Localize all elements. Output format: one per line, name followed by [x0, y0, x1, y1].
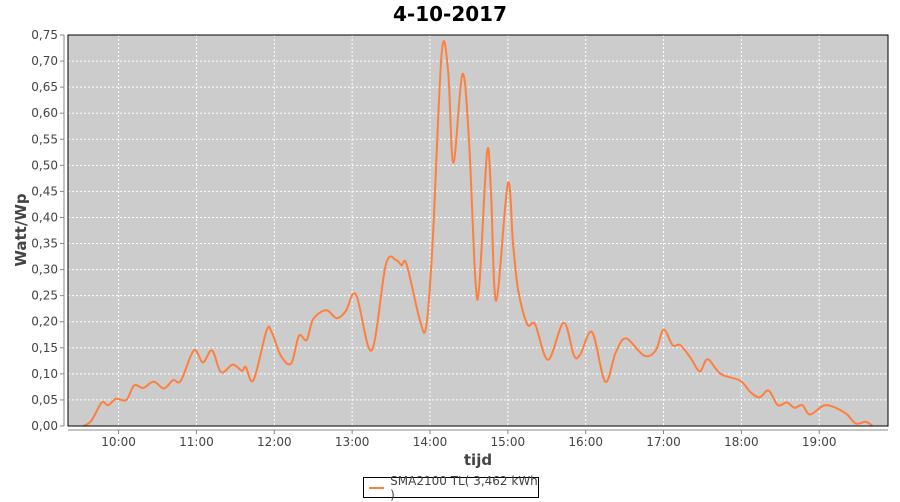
y-tick-label: 0,20 — [31, 315, 58, 329]
y-tick-label: 0,50 — [31, 158, 58, 172]
y-tick-label: 0,30 — [31, 263, 58, 277]
chart-title: 4-10-2017 — [393, 2, 507, 26]
x-tick-label: 12:00 — [257, 435, 292, 449]
y-tick-label: 0,35 — [31, 237, 58, 251]
gridlines — [68, 34, 888, 426]
x-tick-label: 15:00 — [491, 435, 526, 449]
x-axis: 10:00 11:00 12:00 13:00 14:00 15:00 16:00 17:00… — [68, 429, 888, 449]
series-line-sma2100 — [83, 40, 874, 427]
x-tick-label: 10:00 — [101, 435, 136, 449]
y-axis-label: Watt/Wp — [12, 193, 30, 266]
x-tick-label: 11:00 — [179, 435, 214, 449]
x-axis-label: tijd — [464, 451, 492, 469]
x-tick-label: 17:00 — [646, 435, 681, 449]
y-tick-label: 0,70 — [31, 54, 58, 68]
plot-border — [67, 34, 889, 427]
y-tick-label: 0,45 — [31, 184, 58, 198]
y-tick-label: 0,25 — [31, 289, 58, 303]
y-tick-label: 0,75 — [31, 28, 58, 42]
y-tick-label: 0,15 — [31, 341, 58, 355]
x-tick-label: 18:00 — [724, 435, 759, 449]
y-tick-label: 0,40 — [31, 210, 58, 224]
legend: SMA2100 TL( 3,462 kWh ) — [363, 474, 539, 502]
y-tick-label: 0,65 — [31, 80, 58, 94]
x-tick-label: 13:00 — [335, 435, 370, 449]
x-tick-label: 16:00 — [568, 435, 603, 449]
y-tick-label: 0,10 — [31, 367, 58, 381]
y-tick-label: 0,60 — [31, 106, 58, 120]
legend-label: SMA2100 TL( 3,462 kWh ) — [390, 473, 538, 502]
x-tick-label: 19:00 — [802, 435, 837, 449]
y-tick-label: 0,00 — [31, 419, 58, 433]
y-tick-label: 0,55 — [31, 132, 58, 146]
y-axis: 0,00 0,05 0,10 0,15 0,20 0,25 0,30 0,35 0,40 0,45… — [31, 28, 65, 433]
legend-swatch — [369, 486, 385, 489]
x-tick-label: 14:00 — [413, 435, 448, 449]
y-tick-label: 0,05 — [31, 393, 58, 407]
plot-area — [68, 35, 888, 426]
